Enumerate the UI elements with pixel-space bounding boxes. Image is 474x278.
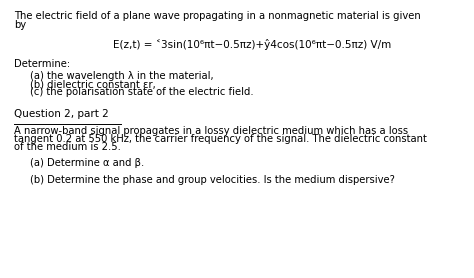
Text: of the medium is 2.5.: of the medium is 2.5. <box>14 142 121 152</box>
Text: Determine:: Determine: <box>14 59 70 69</box>
Text: (b) dielectric constant εr,: (b) dielectric constant εr, <box>30 79 156 89</box>
Text: (c) the polarisation state of the electric field.: (c) the polarisation state of the electr… <box>30 87 254 97</box>
Text: A narrow-band signal propagates in a lossy dielectric medium which has a loss: A narrow-band signal propagates in a los… <box>14 126 408 136</box>
Text: (a) Determine α and β.: (a) Determine α and β. <box>30 158 145 168</box>
Text: E(z,t) = ˂3sin(10⁶πt−0.5πz)+ŷ4cos(10⁶πt−0.5πz) V/m: E(z,t) = ˂3sin(10⁶πt−0.5πz)+ŷ4cos(10⁶πt−… <box>113 39 392 49</box>
Text: (a) the wavelength λ in the material,: (a) the wavelength λ in the material, <box>30 71 214 81</box>
Text: tangent 0.2 at 550 kHz, the carrier frequency of the signal. The dielectric cons: tangent 0.2 at 550 kHz, the carrier freq… <box>14 134 427 144</box>
Text: Question 2, part 2: Question 2, part 2 <box>14 109 109 119</box>
Text: (b) Determine the phase and group velocities. Is the medium dispersive?: (b) Determine the phase and group veloci… <box>30 175 395 185</box>
Text: The electric field of a plane wave propagating in a nonmagnetic material is give: The electric field of a plane wave propa… <box>14 11 420 21</box>
Text: by: by <box>14 20 26 30</box>
